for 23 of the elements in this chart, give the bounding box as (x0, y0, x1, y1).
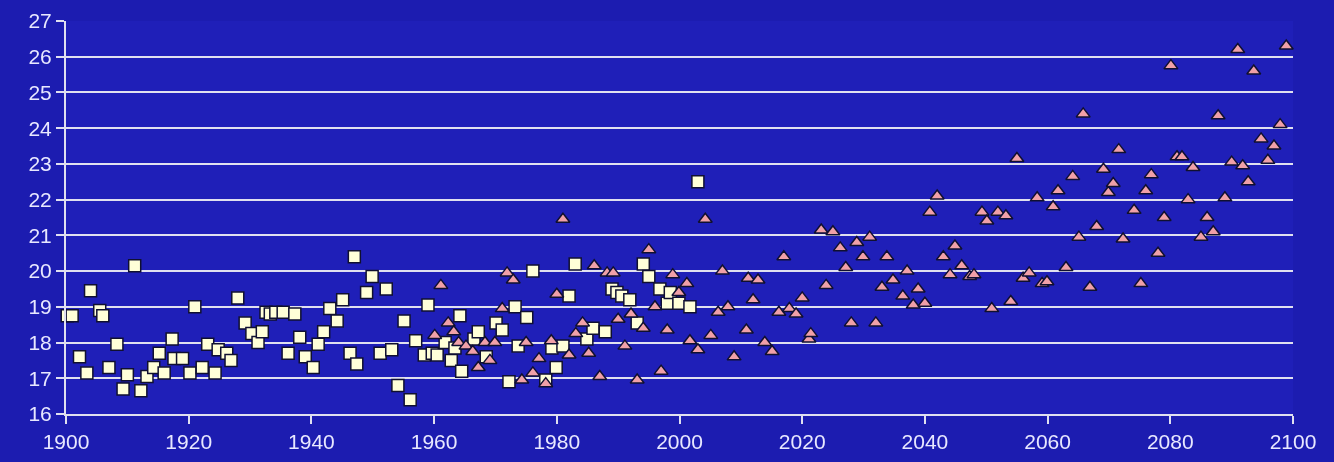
x-tick-label: 1900 (42, 430, 90, 454)
x-tick-label: 2100 (1269, 430, 1317, 454)
x-tick-label: 1960 (410, 430, 458, 454)
y-tick-label: 21 (28, 223, 52, 247)
y-tick-label: 24 (28, 116, 53, 140)
x-tick-label: 1980 (533, 430, 581, 454)
x-tick-label: 2020 (778, 430, 826, 454)
x-tick-label: 1920 (165, 430, 213, 454)
y-tick-label: 23 (28, 152, 52, 176)
y-tick-label: 22 (28, 187, 52, 211)
y-tick-label: 19 (28, 295, 52, 319)
x-tick-label: 2080 (1146, 430, 1194, 454)
x-tick-label: 1940 (288, 430, 335, 454)
x-tick-label: 2040 (901, 430, 949, 454)
y-tick-label: 27 (28, 9, 52, 33)
y-tick-label: 17 (28, 366, 52, 390)
y-tick-label: 16 (28, 402, 52, 426)
y-tick-label: 20 (28, 259, 52, 283)
x-tick-label: 2060 (1024, 430, 1071, 454)
x-tick-label: 2000 (656, 430, 703, 454)
y-tick-label: 25 (28, 80, 52, 104)
y-tick-label: 26 (28, 45, 52, 69)
y-tick-label: 18 (28, 330, 52, 354)
